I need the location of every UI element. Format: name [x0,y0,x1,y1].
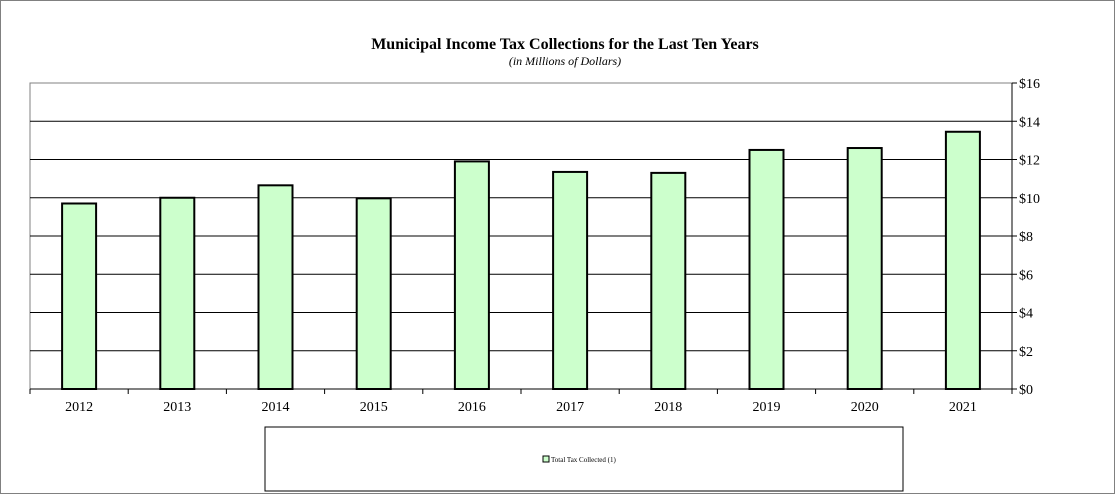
x-tick-label: 2013 [163,400,191,415]
bar-2012 [61,202,98,390]
x-tick-label: 2021 [949,400,977,415]
chart-subtitle: (in Millions of Dollars) [509,54,621,68]
bar-2020 [846,147,883,390]
y-tick-label: $2 [1019,345,1033,360]
x-tick-label: 2016 [458,400,486,415]
y-tick-label: $14 [1019,115,1040,130]
x-tick-label: 2019 [753,400,781,415]
bar-2014 [257,184,294,390]
bars [61,130,981,391]
bar-2016 [453,160,490,390]
chart-title: Municipal Income Tax Collections for the… [371,36,759,53]
y-tick-label: $8 [1019,230,1033,245]
y-tick-label: $12 [1019,154,1040,169]
bar-2021 [944,130,981,391]
x-tick-label: 2012 [65,400,93,415]
legend-label: Total Tax Collected (1) [551,456,616,464]
y-tick-label: $0 [1019,383,1033,398]
legend-swatch [542,455,550,463]
bar-2015 [355,197,392,390]
y-tick-label: $6 [1019,268,1033,283]
y-tick-label: $10 [1019,192,1040,207]
x-tick-label: 2014 [262,400,290,415]
bar-2019 [748,148,785,390]
legend-box [264,426,904,492]
x-tick-label: 2015 [360,400,388,415]
x-tick-label: 2020 [851,400,879,415]
bar-2013 [159,196,196,390]
y-tick-label: $4 [1019,307,1033,322]
legend: Total Tax Collected (1) [264,426,904,492]
y-tick-label: $16 [1019,77,1040,92]
x-tick-labels: 2012 2013 2014 2015 2016 2017 2018 2019 2020 2021 [65,400,977,415]
y-tick-labels: $0 $2 $4 $6 $8 $10 $12 $14 $16 [1019,77,1040,398]
bar-2018 [650,171,687,390]
axes [29,82,1017,394]
x-tick-label: 2018 [654,400,682,415]
x-tick-label: 2017 [556,400,584,415]
bar-2017 [552,170,589,390]
